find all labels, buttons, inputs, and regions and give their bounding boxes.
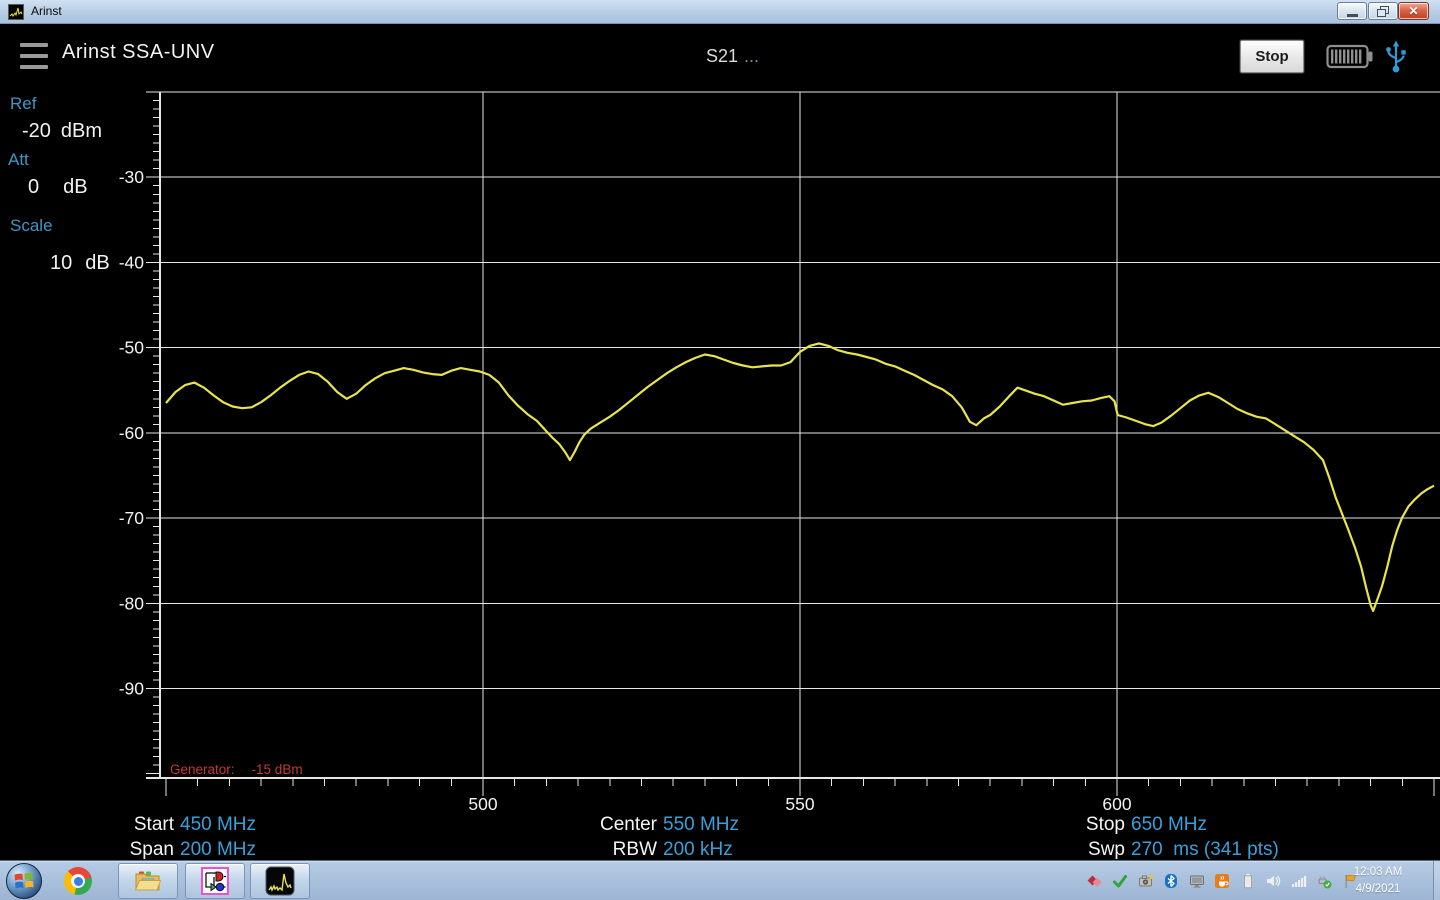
taskbar-clock[interactable]: 12:03 AM 4/9/2021 [1338, 864, 1418, 898]
windows-logo-icon [14, 872, 34, 889]
show-desktop-button[interactable] [1433, 861, 1440, 900]
svg-text:-30: -30 [119, 167, 145, 187]
arinst-app-icon [265, 866, 295, 896]
start-row[interactable]: Start 450 MHz [133, 813, 257, 835]
display-icon[interactable] [1188, 873, 1205, 890]
logic-app-icon [201, 867, 229, 895]
bluetooth-icon[interactable] [1163, 873, 1180, 890]
taskbar-button-arinst[interactable] [250, 863, 310, 899]
system-tray [1086, 861, 1358, 900]
svg-text:-40: -40 [119, 252, 145, 272]
minimize-button[interactable] [1337, 2, 1367, 20]
network-signal-icon[interactable] [1290, 873, 1307, 890]
java-icon[interactable] [1214, 873, 1231, 890]
camera-icon[interactable] [1137, 873, 1154, 890]
center-row[interactable]: Center 550 MHz [599, 813, 740, 835]
mode-dots: ... [744, 46, 760, 66]
att-label: Att [8, 150, 29, 169]
volume-icon[interactable] [1265, 873, 1282, 890]
svg-text:550: 550 [785, 794, 814, 814]
measurement-mode[interactable]: S21... [706, 46, 760, 66]
window-titlebar: Arinst ✕ [0, 0, 1440, 24]
ref-value[interactable]: -20 dBm [22, 120, 103, 142]
app-red-icon[interactable] [1086, 873, 1103, 890]
stop-button[interactable]: Stop [1240, 40, 1304, 73]
taskbar-button-logic-app[interactable] [185, 863, 245, 899]
taskbar-button-explorer[interactable] [118, 863, 178, 899]
scale-label: Scale [10, 216, 53, 235]
battery-tray-icon[interactable] [1239, 873, 1256, 890]
minimize-icon [1346, 13, 1358, 17]
action-center-flag-icon[interactable] [1341, 873, 1358, 890]
svg-text:500: 500 [468, 794, 497, 814]
footer-group-start-span: Start 450 MHz Span 200 MHz [50, 812, 256, 862]
app-window-icon [8, 4, 24, 20]
folder-icon [134, 871, 162, 891]
rbw-row[interactable]: RBW 200 kHz [612, 838, 733, 860]
footer-group-stop-swp: Stop 650 MHz Swp 270 ms (341 pts) [1000, 812, 1279, 862]
svg-text:-70: -70 [119, 508, 145, 528]
arinst-app: Arinst SSA-UNV S21... Stop [0, 24, 1440, 860]
span-row[interactable]: Span 200 MHz [129, 838, 257, 860]
svg-text:-50: -50 [119, 338, 145, 358]
restore-button[interactable] [1368, 2, 1398, 20]
svg-text:600: 600 [1102, 794, 1131, 814]
window-title: Arinst [31, 4, 62, 18]
trace-s21 [165, 342, 1435, 613]
clock-date: 4/9/2021 [1355, 883, 1401, 895]
taskbar: 12:03 AM 4/9/2021 [0, 860, 1440, 900]
battery-icon [1326, 43, 1374, 75]
restore-icon [1377, 5, 1389, 17]
scale-value[interactable]: 10 dB [50, 252, 110, 274]
app-title: Arinst SSA-UNV [62, 41, 215, 63]
start-button[interactable] [6, 863, 42, 899]
footer-group-center-rbw: Center 550 MHz RBW 200 kHz [520, 812, 739, 862]
clock-time: 12:03 AM [1353, 866, 1403, 878]
close-button[interactable]: ✕ [1398, 2, 1429, 20]
ref-label: Ref [10, 94, 37, 113]
safely-remove-icon[interactable] [1316, 873, 1333, 890]
svg-text:-80: -80 [119, 593, 145, 613]
menu-hamburger-icon[interactable] [20, 43, 48, 69]
chrome-icon[interactable] [64, 867, 92, 895]
swp-row[interactable]: Swp 270 ms (341 pts) [1088, 838, 1279, 860]
stop-row[interactable]: Stop 650 MHz [1085, 813, 1208, 835]
app-header: Arinst SSA-UNV S21... Stop [0, 24, 1440, 90]
att-value[interactable]: 0 dB [28, 176, 88, 198]
spectrum-chart[interactable]: -30 -40 -50 -60 -70 -80 -90 500 550 600 [0, 0, 1440, 860]
svg-text:-90: -90 [119, 679, 145, 699]
generator-status: Generator: -15 dBm [170, 762, 303, 777]
usb-icon [1382, 39, 1410, 80]
close-icon: ✕ [1408, 4, 1419, 18]
green-check-icon[interactable] [1112, 873, 1129, 890]
svg-text:-60: -60 [119, 423, 145, 443]
